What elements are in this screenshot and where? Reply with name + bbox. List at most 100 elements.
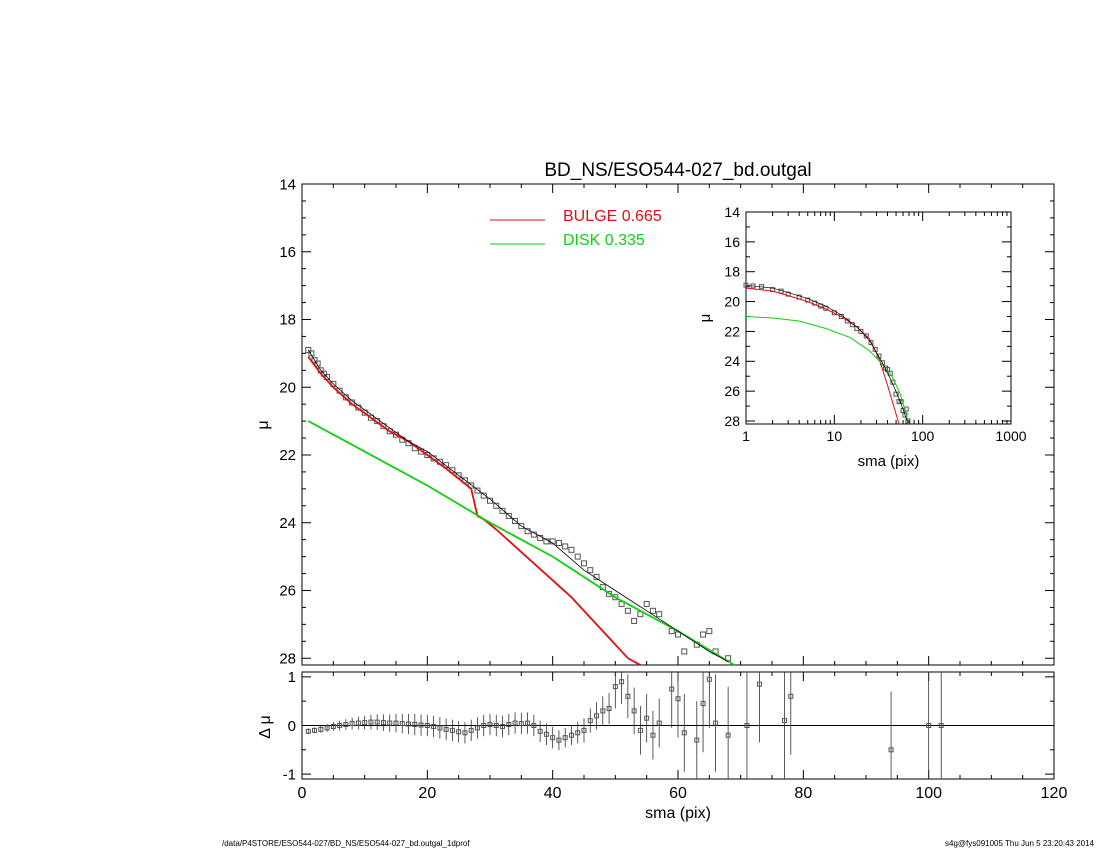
profile-data-point: [887, 370, 893, 376]
profile-data-point: [631, 617, 638, 624]
profile-data-point: [903, 406, 909, 412]
bulge-model-line: [307, 356, 641, 666]
residual-point: [926, 723, 932, 728]
residual-point: [706, 676, 712, 682]
disk-model-line: [307, 420, 735, 666]
y-axis-label: μ: [255, 420, 272, 429]
y-tick-label: 16: [724, 234, 740, 250]
y-tick-label: 26: [279, 583, 296, 600]
profile-data-point: [555, 540, 562, 547]
y-tick-label: 26: [724, 383, 740, 399]
x-tick-label: 40: [544, 785, 562, 802]
y-tick-label: 28: [724, 413, 740, 429]
profile-data-point: [512, 518, 519, 525]
residual-point: [449, 727, 455, 733]
profile-data-point: [868, 340, 874, 346]
y-tick-label: 20: [724, 293, 740, 309]
inset-background: [746, 212, 1011, 424]
residual-point: [612, 684, 618, 690]
residual-y-axis-label: Δ μ: [257, 715, 274, 738]
x-tick-label: 20: [418, 785, 436, 802]
profile-data-point: [518, 523, 525, 530]
residual-point: [568, 732, 574, 738]
residual-point: [681, 730, 687, 736]
footer-timestamp: s4g@fys091005 Thu Jun 5 23:20:43 2014: [945, 839, 1094, 848]
total-model-line: [745, 284, 909, 423]
residual-point: [531, 723, 537, 728]
residual-point: [637, 727, 643, 733]
profile-data-point: [706, 628, 713, 635]
x-tick-label: 10: [827, 428, 843, 444]
residual-point: [318, 726, 324, 732]
residual-point: [443, 726, 449, 732]
profile-data-point: [568, 546, 575, 553]
residual-point: [343, 722, 349, 728]
profile-data-point: [308, 350, 315, 357]
y-tick-label: 14: [279, 176, 296, 193]
residual-point: [656, 720, 662, 726]
residual-point: [493, 723, 499, 728]
legend-label: BULGE 0.665: [563, 208, 662, 225]
profile-data-point: [305, 346, 312, 353]
residual-point: [487, 722, 493, 728]
inset-plot: 1 10 100 1000 14 16 18 20 22 24 26 28 sma (pix) μ: [697, 204, 1027, 470]
residual-point: [938, 723, 944, 728]
residual-point: [474, 725, 480, 731]
residual-point: [788, 693, 794, 699]
disk-model-line: [745, 316, 909, 425]
y-tick-label: 22: [279, 447, 296, 464]
legend-label: DISK 0.335: [563, 232, 645, 249]
profile-data-point: [770, 287, 776, 293]
x-tick-label: 100: [911, 428, 935, 444]
residual-point: [312, 727, 318, 733]
residual-point: [324, 725, 330, 731]
residual-point: [650, 732, 656, 738]
residual-point: [782, 718, 788, 724]
x-tick-label: 1: [742, 428, 750, 444]
profile-data-point: [863, 333, 869, 339]
profile-data-point: [643, 601, 650, 608]
profile-data-point: [562, 543, 569, 550]
residual-point: [424, 723, 430, 728]
y-tick-label: 22: [724, 323, 740, 339]
profile-data-point: [505, 512, 512, 519]
profile-data-point: [480, 492, 487, 499]
residual-point: [744, 723, 750, 728]
residual-point: [625, 693, 631, 699]
residual-point: [644, 715, 650, 721]
x-tick-label: 80: [794, 785, 812, 802]
residual-point: [694, 737, 700, 743]
residual-point: [700, 701, 706, 707]
y-tick-label: 14: [724, 204, 740, 220]
profile-data-point: [474, 487, 481, 494]
residual-point: [399, 721, 405, 727]
residual-point: [631, 708, 637, 714]
y-tick-label: 18: [279, 312, 296, 329]
y-tick-label: 16: [279, 244, 296, 261]
residual-point: [481, 723, 487, 728]
profile-data-point: [493, 502, 500, 509]
inset-x-axis-label: sma (pix): [858, 453, 920, 470]
residual-point: [406, 721, 412, 727]
profile-data-point: [424, 451, 431, 458]
residual-point: [468, 727, 474, 733]
residual-point: [374, 719, 380, 725]
residual-point: [355, 720, 361, 726]
residual-point: [305, 728, 311, 734]
residual-point: [575, 730, 581, 736]
residual-point: [619, 679, 625, 685]
residual-point: [412, 722, 418, 728]
profile-data-point: [314, 360, 321, 367]
x-tick-label: 60: [669, 785, 687, 802]
profile-data-point: [386, 428, 393, 435]
residual-point: [713, 720, 719, 726]
profile-data-point: [649, 607, 656, 614]
residual-point: [562, 735, 568, 741]
y-tick-label: 18: [724, 264, 740, 280]
residual-point: [525, 720, 531, 726]
residual-point: [537, 728, 543, 734]
profile-data-point: [624, 607, 631, 614]
profile-data-point: [367, 414, 374, 421]
residual-point: [675, 696, 681, 702]
residual-point: [888, 747, 894, 753]
